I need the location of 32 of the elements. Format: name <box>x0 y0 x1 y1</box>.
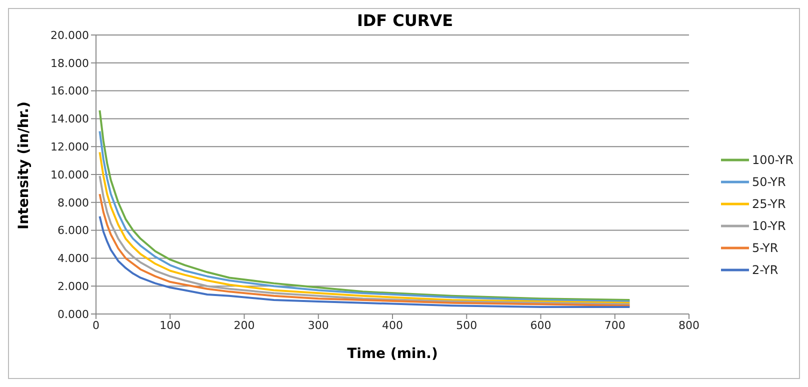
chart-title: IDF CURVE <box>356 11 454 30</box>
x-tick-label: 700 <box>604 318 626 332</box>
line-series <box>98 215 631 308</box>
y-tick-label: 2.000 <box>58 280 89 294</box>
y-tick-label: 8.000 <box>58 196 89 210</box>
legend-label: 50-YR <box>752 175 786 189</box>
x-tick-label: 600 <box>530 318 552 332</box>
x-tick-label: 0 <box>92 318 100 332</box>
y-tick-label: 6.000 <box>58 224 89 238</box>
x-tick-label: 200 <box>234 318 255 332</box>
y-tick-label: 0.000 <box>58 308 89 321</box>
x-tick-label: 400 <box>382 318 403 332</box>
y-tick-label: 20.000 <box>50 28 89 42</box>
legend-label: 25-YR <box>752 197 786 211</box>
y-tick-label: 14.000 <box>50 112 89 126</box>
x-tick-label: 300 <box>308 318 329 332</box>
x-axis-title: Time (min.) <box>347 346 438 362</box>
legend-label: 10-YR <box>752 219 786 233</box>
legend-label: 5-YR <box>752 241 778 255</box>
legend-label: 100-YR <box>752 153 794 167</box>
y-tick-label: 4.000 <box>58 252 89 266</box>
x-tick-label: 500 <box>456 318 478 332</box>
line-series <box>98 174 631 306</box>
y-tick-label: 10.000 <box>50 168 89 182</box>
x-tick-label: 100 <box>160 318 181 332</box>
x-tick-label: 800 <box>678 318 700 332</box>
y-tick-label: 18.000 <box>50 56 89 70</box>
y-axis-title: Intensity (in/hr.) <box>16 101 32 230</box>
legend-label: 2-YR <box>752 263 778 277</box>
line-series <box>98 193 631 307</box>
y-tick-label: 12.000 <box>50 140 89 154</box>
y-tick-label: 16.000 <box>50 84 89 98</box>
